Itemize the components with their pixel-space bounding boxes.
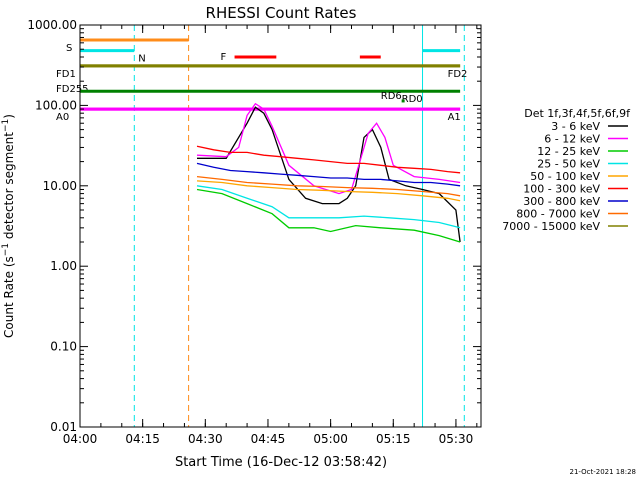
legend-label-2: 12 - 25 keV: [537, 145, 600, 158]
flag-label-1: N: [138, 54, 145, 65]
rd6-label: RD6: [381, 91, 402, 102]
flag-label-3: FD1: [56, 69, 76, 80]
x-tick-label-3: 04:45: [251, 432, 286, 446]
legend-label-7: 800 - 7000 keV: [516, 208, 600, 221]
flag-label-8: A1: [448, 112, 461, 123]
legend-label-3: 25 - 50 keV: [537, 158, 600, 171]
y-tick-label-4: 100.00: [35, 98, 77, 112]
x-tick-label-0: 04:00: [63, 432, 98, 446]
y-axis-label-mid: detector segment: [2, 132, 16, 243]
y-axis-label-sup1: −1: [1, 243, 11, 256]
x-tick-label-6: 05:30: [439, 432, 474, 446]
x-axis: 04:00 04:15 04:30 04:45 05:00 05:15 05:30: [63, 25, 478, 446]
footer-date: 21-Oct-2021 18:28: [570, 468, 636, 476]
x-tick-label-5: 05:15: [376, 432, 411, 446]
y-tick-label-1: 0.10: [50, 340, 77, 354]
chart-title: RHESSI Count Rates: [206, 4, 357, 22]
y-tick-label-2: 1.00: [50, 259, 77, 273]
y-tick-label-0: 0.01: [50, 420, 77, 434]
series-line-7: [196, 175, 461, 197]
flag-label-7: A0: [56, 112, 69, 123]
plot-area: S N FD1 FD2 FD255 RD0 A0 A1 RD6 F: [56, 25, 467, 427]
x-tick-label-1: 04:15: [125, 432, 160, 446]
legend-label-8: 7000 - 15000 keV: [502, 220, 600, 233]
x-axis-label: Start Time (16-Dec-12 03:58:42): [175, 455, 387, 470]
series-line-5: [196, 145, 461, 174]
flag-label-4: FD2: [448, 69, 468, 80]
y-axis: 0.01 0.10 1.00 10.00 100.00 1000.00: [27, 18, 481, 434]
series-line-0: [197, 106, 461, 243]
y-tick-label-5: 1000.00: [27, 18, 77, 32]
flare-label: F: [221, 52, 227, 63]
series-line-2: [196, 188, 461, 243]
flag-label-5: FD255: [56, 84, 89, 95]
y-tick-label-3: 10.00: [43, 179, 77, 193]
y-axis-label-main: Count Rate (s: [2, 256, 16, 338]
flag-label-6: RD0: [402, 94, 423, 105]
y-axis-label: Count Rate (s−1 detector segment−1): [1, 114, 16, 338]
series-line-1: [196, 102, 461, 195]
legend-label-5: 100 - 300 keV: [523, 183, 600, 196]
series-line-6: [196, 162, 461, 187]
flag-label-0: S: [66, 43, 72, 54]
legend-label-6: 300 - 800 keV: [523, 195, 600, 208]
series-line-4: [196, 180, 461, 202]
plot-frame: [79, 24, 482, 428]
series-line-3: [196, 185, 461, 229]
y-axis-label-end: ): [2, 114, 16, 119]
legend-label-0: 3 - 6 keV: [551, 120, 600, 133]
y-axis-label-sup2: −1: [1, 119, 11, 132]
rd6-marker: [401, 99, 405, 103]
x-tick-label-2: 04:30: [188, 432, 223, 446]
legend-label-1: 6 - 12 keV: [544, 133, 600, 146]
legend-title: Det 1f,3f,4f,5f,6f,9f: [524, 107, 631, 120]
legend-label-4: 50 - 100 keV: [530, 170, 600, 183]
x-tick-label-4: 05:00: [313, 432, 348, 446]
